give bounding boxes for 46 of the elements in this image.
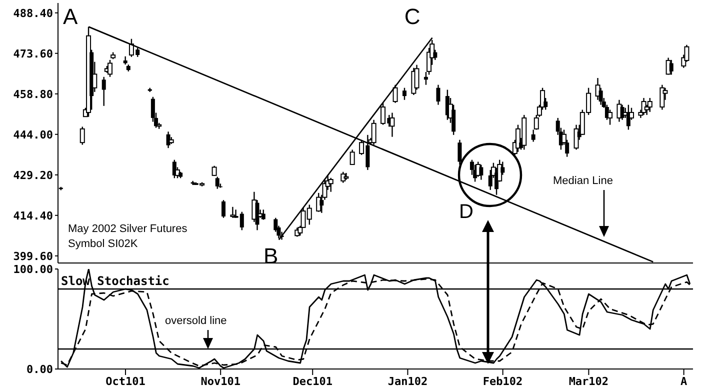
- candlestick: [222, 199, 226, 218]
- candlestick: [215, 176, 220, 190]
- candlestick: [402, 87, 406, 100]
- candlestick: [80, 126, 85, 146]
- x-tick-label: Dec101: [292, 374, 333, 388]
- candlestick: [392, 84, 398, 104]
- x-tick-label: Feb102: [482, 374, 523, 388]
- y-tick-label: 100.00: [13, 262, 53, 276]
- y-tick-label: 444.00: [13, 128, 53, 142]
- candlestick: [212, 165, 217, 177]
- candlestick: [436, 84, 440, 106]
- annotation: D: [459, 201, 474, 223]
- x-tick-label: A: [680, 374, 688, 388]
- candlestick: [479, 164, 484, 180]
- candlestick: [458, 139, 462, 166]
- candlestick: [344, 172, 349, 180]
- candlestick: [340, 171, 346, 184]
- y-tick-label: 488.40: [13, 6, 53, 20]
- x-tick-label: Oct101: [106, 374, 146, 388]
- annotation: Median Line: [553, 175, 613, 187]
- candlestick: [669, 59, 674, 76]
- candlestick: [424, 71, 428, 86]
- candlestick: [660, 84, 665, 110]
- x-tick-label: Nov101: [200, 374, 241, 388]
- candlestick: [230, 206, 236, 218]
- y-tick-label: 458.80: [13, 88, 53, 101]
- candlestick: [380, 102, 386, 126]
- candlestick: [390, 112, 395, 138]
- candlestick: [261, 209, 266, 220]
- annotation: C: [404, 4, 420, 29]
- annotation: May 2002 Silver Futures: [68, 223, 188, 235]
- y-tick-label: 414.40: [13, 209, 53, 222]
- annotation: Symbol SI02K: [68, 238, 138, 250]
- candlestick: [102, 76, 106, 107]
- x-tick-label: Jan102: [388, 374, 428, 388]
- candlestick: [328, 177, 334, 192]
- y-tick-label: 0.00: [26, 362, 53, 376]
- x-tick-label: Mar102: [568, 374, 609, 388]
- y-tick-label: 399.60: [13, 250, 53, 263]
- candlestick: [350, 149, 355, 166]
- candlestick: [531, 129, 536, 142]
- candlestick: [608, 109, 613, 126]
- y-tick-label: 473.60: [13, 47, 53, 60]
- annotation: A: [62, 4, 78, 29]
- y-tick-label: 429.20: [13, 168, 53, 182]
- annotation: oversold line: [165, 315, 227, 327]
